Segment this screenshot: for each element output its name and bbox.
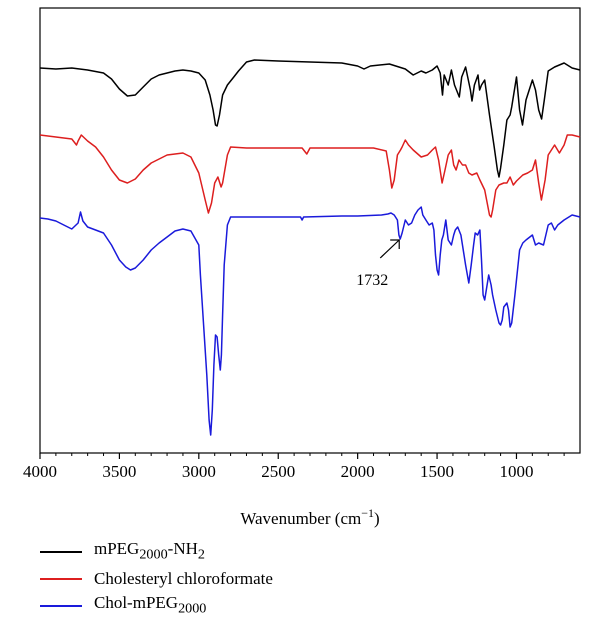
series-line-1 xyxy=(39,134,581,218)
legend-label-mpeg: mPEG2000-NH2 xyxy=(94,539,205,563)
x-tick-label-2000: 2000 xyxy=(341,462,375,481)
x-tick-label-4000: 4000 xyxy=(23,462,57,481)
series-line-0 xyxy=(39,59,581,178)
series-layer xyxy=(39,59,581,436)
ir-spectrum-chart: 4000 3500 3000 2500 2000 1500 1000 1732 Wavenu… xyxy=(23,7,581,528)
legend-item-chol-mpeg: Chol-mPEG2000 xyxy=(40,592,273,619)
legend-swatch-chol-mpeg xyxy=(40,604,82,607)
legend-swatch-cholesteryl xyxy=(40,577,82,580)
x-tick-label-2500: 2500 xyxy=(261,462,295,481)
x-tick-label-3000: 3000 xyxy=(182,462,216,481)
legend: mPEG2000-NH2 Cholesteryl chloroformate C… xyxy=(40,538,273,619)
annotation-label-1732: 1732 xyxy=(356,272,388,289)
annotation-arrow xyxy=(379,239,400,259)
x-axis-label: Wavenumber (cm−1) xyxy=(240,506,379,528)
legend-swatch-mpeg xyxy=(40,550,82,553)
legend-item-cholesteryl: Cholesteryl chloroformate xyxy=(40,565,273,592)
plot-frame xyxy=(39,7,581,454)
legend-label-chol-mpeg: Chol-mPEG2000 xyxy=(94,593,207,617)
x-tick-label-1500: 1500 xyxy=(420,462,454,481)
series-line-2 xyxy=(39,206,581,436)
legend-label-cholesteryl: Cholesteryl chloroformate xyxy=(94,568,273,588)
x-tick-label-1000: 1000 xyxy=(499,462,533,481)
x-tick-label-3500: 3500 xyxy=(102,462,136,481)
x-axis-ticks: 4000 3500 3000 2500 2000 1500 1000 xyxy=(23,453,565,481)
annotation-arrowhead xyxy=(390,239,400,249)
annotation-layer: 1732 xyxy=(356,239,400,289)
legend-item-mpeg: mPEG2000-NH2 xyxy=(40,538,273,565)
